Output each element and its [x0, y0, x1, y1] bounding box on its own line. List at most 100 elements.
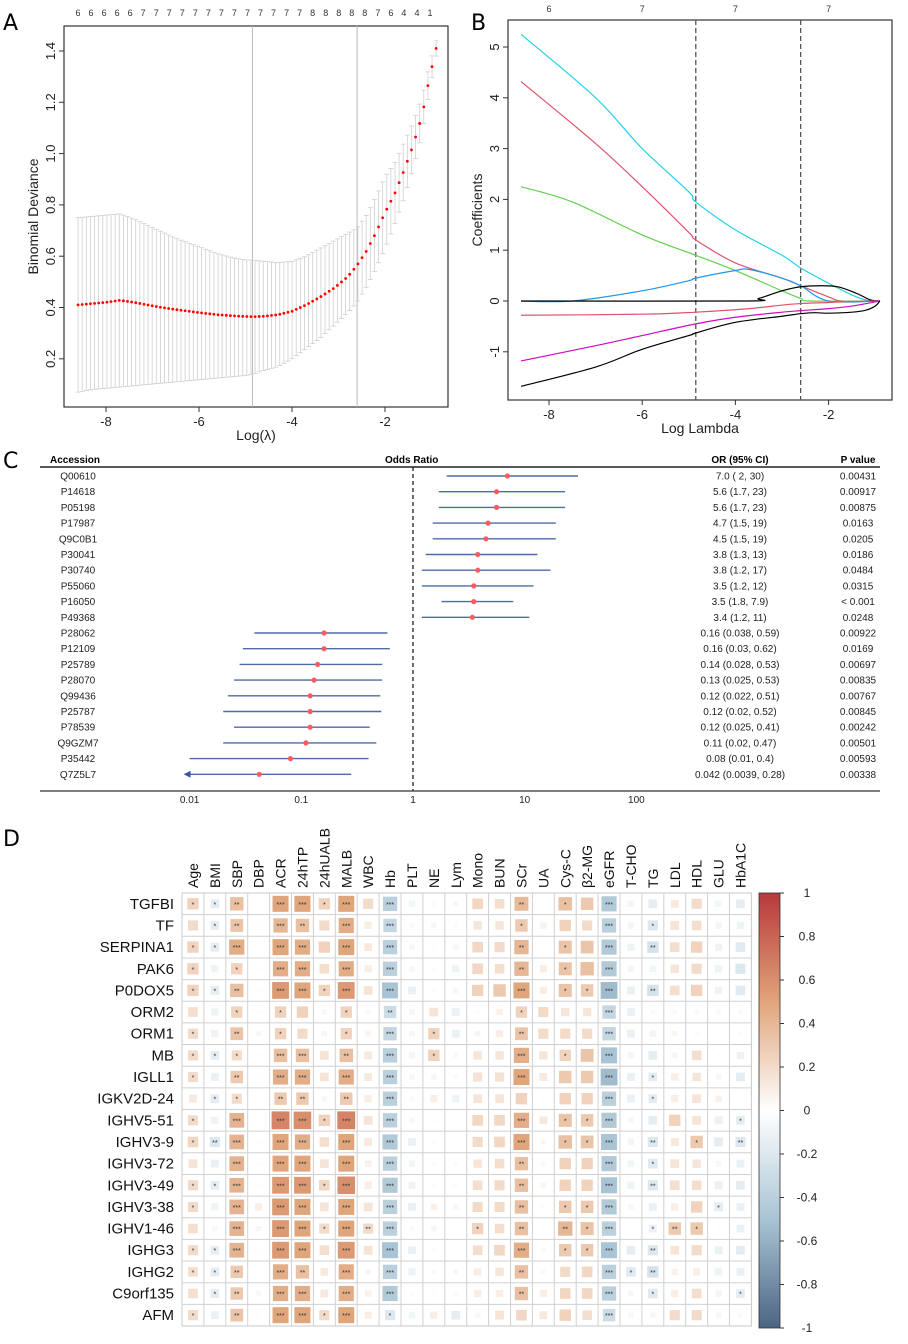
heatmap-cell: [383, 1005, 397, 1019]
heatmap-cell: [714, 1181, 723, 1190]
heatmap-cell: [736, 1159, 745, 1168]
heatmap-cell: [648, 1158, 658, 1169]
row-or-ci: 0.12 (0.022, 0.51): [701, 691, 780, 702]
heatmap-cell: [453, 923, 458, 928]
significance-stars: **: [387, 1010, 393, 1017]
significance-stars: ***: [298, 1313, 306, 1320]
heatmap-cell: [581, 1179, 593, 1191]
column-label: Lym: [448, 862, 464, 888]
significance-stars: *: [564, 1205, 567, 1212]
heatmap-cell: [257, 1183, 261, 1187]
top-axis-label: 7: [258, 8, 263, 18]
significance-stars: ***: [298, 1053, 306, 1060]
row-or-ci: 0.13 (0.025, 0.53): [701, 676, 780, 687]
heatmap-cell: [539, 965, 547, 973]
mean-point: [237, 314, 241, 318]
heatmap-cell: [601, 1112, 617, 1128]
heatmap-cell: [319, 963, 330, 974]
mean-point: [224, 313, 228, 317]
significance-stars: **: [234, 1313, 240, 1320]
significance-stars: **: [300, 1270, 306, 1277]
heatmap-cell: [210, 1245, 220, 1255]
heatmap-cell: [514, 1265, 529, 1279]
heatmap-cell: [338, 961, 354, 977]
heatmap-cell: [408, 1160, 416, 1167]
heatmap-cell: [210, 1073, 219, 1081]
plot-frame: [507, 19, 893, 401]
heatmap-cell: [672, 1009, 678, 1015]
heatmap-cell: [337, 1111, 356, 1130]
column-label: DBP: [251, 859, 267, 888]
mean-point: [405, 159, 409, 163]
top-axis-label: 8: [349, 8, 354, 18]
y-axis-label: Coefficients: [469, 174, 485, 247]
significance-stars: ***: [342, 1118, 350, 1125]
heatmap-cell: [337, 982, 355, 999]
heatmap-cell: [382, 1199, 398, 1215]
heatmap-cell: [736, 1289, 745, 1298]
heatmap-cell: [627, 986, 635, 995]
row-label: TGFBI: [130, 896, 174, 913]
row-accession: P16050: [61, 597, 96, 608]
heatmap-cell: [692, 1094, 702, 1104]
significance-stars: ***: [342, 1313, 350, 1320]
heatmap-cell: [365, 1030, 371, 1037]
heatmap-cell: [319, 1245, 330, 1256]
mean-point: [253, 315, 257, 319]
heatmap-cell: [229, 1177, 245, 1193]
heatmap-cell: [738, 1009, 743, 1015]
significance-stars: *: [564, 902, 567, 909]
heatmap-cell: [580, 897, 594, 911]
heatmap-cell: [541, 1269, 546, 1275]
heatmap-cell: [691, 1245, 702, 1256]
significance-stars: ***: [386, 1075, 394, 1082]
significance-stars: *: [651, 1227, 654, 1234]
heatmap-cell: [559, 1200, 572, 1214]
heatmap-cell: [514, 896, 529, 911]
heatmap-cell: [715, 1160, 722, 1167]
heatmap-cell: [494, 899, 505, 909]
x-tick-label: 0.1: [294, 795, 308, 806]
heatmap-cell: [211, 1008, 219, 1016]
heatmap-cell: [558, 1135, 572, 1149]
heatmap-cell: [648, 1115, 658, 1125]
heatmap-cell: [558, 940, 572, 954]
mean-point: [228, 314, 232, 318]
heatmap-cell: [494, 1201, 505, 1212]
heatmap-cell: [432, 945, 436, 949]
significance-stars: *: [192, 1032, 195, 1039]
row-label: ORM2: [131, 1004, 174, 1021]
heatmap-cell: [430, 1203, 438, 1211]
heatmap-cell: [602, 1005, 616, 1019]
heatmap-cell: [257, 923, 261, 928]
heatmap-cell: [272, 1069, 289, 1085]
heatmap-cell: [382, 1069, 398, 1085]
heatmap-cell: [272, 1133, 289, 1150]
heatmap-cell: [408, 1246, 416, 1255]
top-axis-label: 4: [401, 8, 406, 18]
significance-stars: *: [235, 1010, 238, 1017]
heatmap-cell: [338, 1133, 355, 1150]
row-accession: P35442: [61, 754, 96, 765]
colorbar: [758, 892, 781, 1329]
point-estimate: [307, 724, 313, 730]
mean-point: [352, 267, 356, 271]
heatmap-cell: [432, 1248, 436, 1252]
row-p-value: 0.00835: [840, 676, 877, 687]
heatmap-cell: [580, 1048, 594, 1062]
heatmap-cell: [274, 1028, 287, 1040]
heatmap-cell: [691, 1050, 702, 1061]
mean-point: [216, 313, 220, 317]
point-estimate: [321, 646, 327, 652]
heatmap-cell: [188, 1159, 198, 1169]
heatmap-cell: [514, 1221, 529, 1236]
heatmap-cell: [736, 1267, 745, 1276]
heatmap-cell: [714, 943, 723, 951]
significance-stars: ***: [276, 1075, 284, 1082]
significance-stars: *: [586, 1248, 589, 1255]
heatmap-cell: [540, 1182, 547, 1189]
row-label: IGHV3-49: [107, 1177, 174, 1194]
heatmap-cell: [692, 1159, 701, 1168]
heatmap-cell: [382, 1134, 398, 1150]
mean-point: [393, 191, 397, 195]
